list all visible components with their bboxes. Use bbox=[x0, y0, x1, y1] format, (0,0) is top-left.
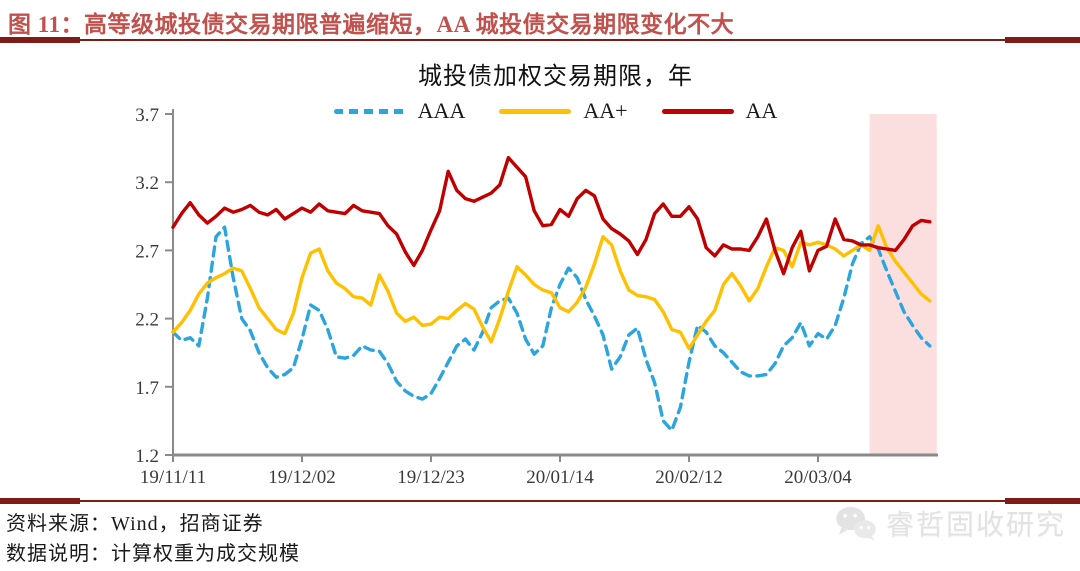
legend-label-aaa: AAA bbox=[417, 98, 466, 123]
y-tick-label: 1.7 bbox=[135, 378, 159, 399]
y-tick-label: 1.2 bbox=[135, 446, 159, 467]
legend-swatch-aa-line bbox=[661, 108, 734, 114]
wechat-icon bbox=[836, 506, 876, 541]
watermark: 睿哲固收研究 bbox=[834, 503, 1066, 543]
x-tick-label: 20/02/12 bbox=[655, 467, 723, 488]
legend-label-aa-plus: AA+ bbox=[583, 98, 628, 123]
legend-item-aaa: AAA bbox=[333, 98, 466, 124]
title-rule-line bbox=[0, 39, 1080, 41]
y-tick-label: 3.2 bbox=[135, 173, 159, 194]
legend-swatch-aa-plus-line bbox=[499, 108, 572, 114]
y-tick-label: 2.2 bbox=[135, 310, 159, 331]
footer-note: 数据说明：计算权重为成交规模 bbox=[6, 543, 300, 565]
figure-caption: 图 11：高等级城投债交易期限普遍缩短，AA 城投债交易期限变化不大 bbox=[8, 12, 735, 37]
series-line-aa-plus bbox=[171, 224, 932, 351]
series-line-aaa bbox=[171, 225, 932, 433]
y-tick-label: 2.7 bbox=[135, 241, 159, 262]
chart-legend: AAA AA+ AA bbox=[173, 97, 938, 125]
legend-item-aa-plus: AA+ bbox=[499, 98, 628, 124]
series-line-aa bbox=[171, 155, 932, 276]
footer-rule-left-cap bbox=[0, 498, 80, 504]
footer-rule-line bbox=[0, 500, 1080, 502]
footer-rule-right-cap bbox=[1005, 498, 1080, 504]
x-tick-label: 19/12/23 bbox=[397, 467, 465, 488]
legend-swatch-aaa-dashed-line bbox=[333, 108, 406, 114]
legend-item-aa: AA bbox=[661, 98, 778, 124]
footer-rule bbox=[0, 498, 1080, 504]
x-tick-label: 20/03/04 bbox=[784, 467, 852, 488]
title-rule bbox=[0, 37, 1080, 43]
highlight-band bbox=[869, 114, 937, 455]
x-tick-label: 19/11/11 bbox=[140, 467, 206, 488]
chart-title: 城投债加权交易期限，年 bbox=[418, 64, 693, 90]
watermark-text: 睿哲固收研究 bbox=[885, 510, 1066, 541]
x-tick-label: 20/01/14 bbox=[526, 467, 594, 488]
title-rule-right-cap bbox=[1005, 37, 1080, 43]
x-tick-label: 19/12/02 bbox=[268, 467, 336, 488]
title-rule-left-cap bbox=[0, 37, 80, 43]
legend-label-aa: AA bbox=[745, 98, 778, 123]
y-tick-label: 3.7 bbox=[135, 105, 159, 126]
line-chart-plot-area: 3.7 3.2 2.7 2.2 1.7 1.219/11/11 19/12/02 19/12/… bbox=[135, 105, 938, 488]
footer-source: 资料来源：Wind，招商证券 bbox=[6, 513, 264, 535]
